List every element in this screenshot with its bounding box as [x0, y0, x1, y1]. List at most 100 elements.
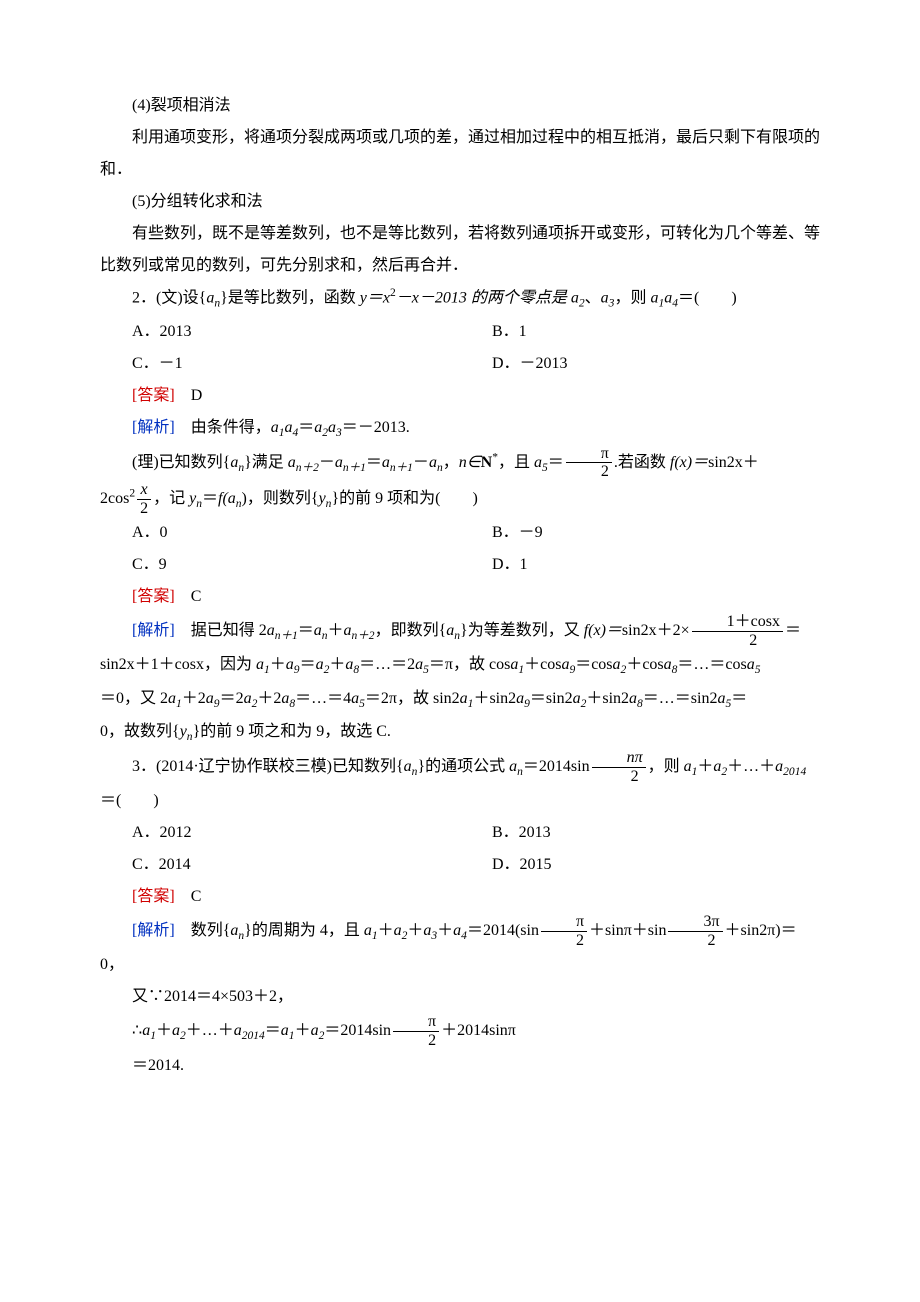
- opt-a: A．2012: [100, 817, 460, 849]
- a: a: [684, 758, 692, 775]
- q2-wen-options-row2: C．－1 D．－2013: [100, 348, 820, 380]
- txt: }的通项公式: [417, 758, 509, 775]
- txt: ＝( ): [100, 792, 159, 809]
- frac-1cosx-2: 1＋cosx2: [692, 613, 783, 649]
- q2-wen-analysis: [解析] 由条件得，a1a4＝a2a3＝－2013.: [100, 412, 820, 445]
- section-5-title: (5)分组转化求和法: [100, 186, 820, 218]
- section-5-body: 有些数列，既不是等差数列，也不是等比数列，若将数列通项拆开或变形，可转化为几个等…: [100, 218, 820, 282]
- q3-analysis-1: [解析] 数列{an}的周期为 4，且 a1＋a2＋a3＋a4＝2014(sin…: [100, 913, 820, 981]
- a5: a: [534, 454, 542, 471]
- a: a: [311, 1022, 319, 1039]
- txt: ＝－2013.: [342, 419, 410, 436]
- txt: }的前 9 项之和为 9，故选 C.: [193, 723, 391, 740]
- answer-label: [答案]: [132, 387, 175, 404]
- den: 2: [137, 499, 151, 518]
- section-4-body: 利用通项变形，将通项分裂成两项或几项的差，通过相加过程中的相互抵消，最后只剩下有…: [100, 122, 820, 186]
- txt: ，: [443, 454, 459, 471]
- q2-li-options-row1: A．0 B．－9: [100, 517, 820, 549]
- fx: f(x)＝: [584, 622, 622, 639]
- sub: 9: [569, 665, 575, 677]
- q2-li-options-row2: C．9 D．1: [100, 549, 820, 581]
- txt: ，即数列{: [375, 622, 447, 639]
- q2-li-answer: [答案] C: [100, 581, 820, 613]
- txt: ＝…＝4: [295, 690, 351, 707]
- a: a: [335, 454, 343, 471]
- frac-pi-2: π2: [541, 913, 587, 949]
- opt-c: C．9: [100, 549, 460, 581]
- sin2x: sin2x＋: [708, 454, 759, 471]
- answer-label: [答案]: [132, 588, 175, 605]
- txt: ＝0，又 2: [100, 690, 168, 707]
- sub: 9: [524, 698, 530, 710]
- txt: ，且: [498, 454, 534, 471]
- a: a: [453, 922, 461, 939]
- a: a: [271, 419, 279, 436]
- txt: ＝2π，故 sin2: [365, 690, 460, 707]
- n: 1＋cosx: [727, 613, 780, 630]
- a: a: [664, 656, 672, 673]
- a: a: [747, 656, 755, 673]
- txt: ，则: [614, 289, 650, 306]
- txt: 由条件得，: [191, 419, 271, 436]
- txt: }满足: [244, 454, 288, 471]
- a: a: [429, 454, 437, 471]
- q2-li-analysis-4: 0，故数列{yn}的前 9 项之和为 9，故选 C.: [100, 716, 820, 749]
- a: a: [629, 690, 637, 707]
- q3-options-row1: A．2012 B．2013: [100, 817, 820, 849]
- sub: 1: [150, 1030, 156, 1042]
- num: π: [566, 445, 612, 463]
- sub: n: [322, 630, 328, 642]
- sub: 1: [264, 665, 270, 677]
- num: π: [393, 1013, 439, 1031]
- a: a: [382, 454, 390, 471]
- sub: 5: [755, 665, 761, 677]
- sub: 9: [294, 665, 300, 677]
- txt: ＋2014sinπ: [441, 1022, 516, 1039]
- sub: 9: [214, 698, 220, 710]
- a: a: [256, 656, 264, 673]
- txt: 2．(文)设{: [132, 289, 206, 306]
- an: a: [509, 758, 517, 775]
- fx: f(x)＝: [670, 454, 708, 471]
- q2-li-analysis-2: sin2x＋1＋cosx，因为 a1＋a9＝a2＋a8＝…＝2a5＝π，故 co…: [100, 649, 820, 682]
- a: a: [364, 922, 372, 939]
- den: 2: [592, 767, 646, 786]
- txt: ＋sinπ＋sin: [589, 922, 666, 939]
- txt: ＝…＝sin2: [643, 690, 718, 707]
- num: x: [137, 481, 151, 499]
- sub: 2: [721, 766, 727, 778]
- sub: n＋1: [343, 462, 366, 474]
- sub: 2: [252, 698, 258, 710]
- eq: ＝: [785, 622, 801, 639]
- den: 2: [566, 462, 612, 481]
- sub: 2: [581, 698, 587, 710]
- sin: sin2x＋2×: [622, 622, 690, 639]
- 2cos2: 2cos: [100, 490, 129, 507]
- sub: n＋1: [390, 462, 413, 474]
- sub: 2: [402, 930, 408, 942]
- q2-li-stem-line2: 2cos2x2，记 yn＝f(an)，则数列{yn}的前 9 项和为( ): [100, 481, 820, 517]
- a3: a: [601, 289, 609, 306]
- num: 3π: [668, 913, 722, 931]
- txt: )，则数列{: [242, 490, 319, 507]
- num: nπ: [592, 749, 646, 767]
- q3-stem-line2: ＝( ): [100, 785, 820, 817]
- txt: }为等差数列，又: [460, 622, 584, 639]
- answer-label: [答案]: [132, 888, 175, 905]
- sub: 2: [324, 665, 330, 677]
- a: a: [314, 622, 322, 639]
- den: 2: [541, 931, 587, 950]
- txt: ＝2014sin: [324, 1022, 391, 1039]
- den: 2: [692, 631, 783, 650]
- a: a: [267, 622, 275, 639]
- a: a: [172, 1022, 180, 1039]
- sub: n＋1: [275, 630, 298, 642]
- y: y: [180, 723, 187, 740]
- q2-wen-answer: [答案] D: [100, 380, 820, 412]
- txt: }的周期为 4，且: [244, 922, 364, 939]
- a: a: [394, 922, 402, 939]
- sub: 2: [621, 665, 627, 677]
- sub: n＋2: [352, 630, 375, 642]
- a: a: [142, 1022, 150, 1039]
- q2-wen-options-row1: A．2013 B．1: [100, 316, 820, 348]
